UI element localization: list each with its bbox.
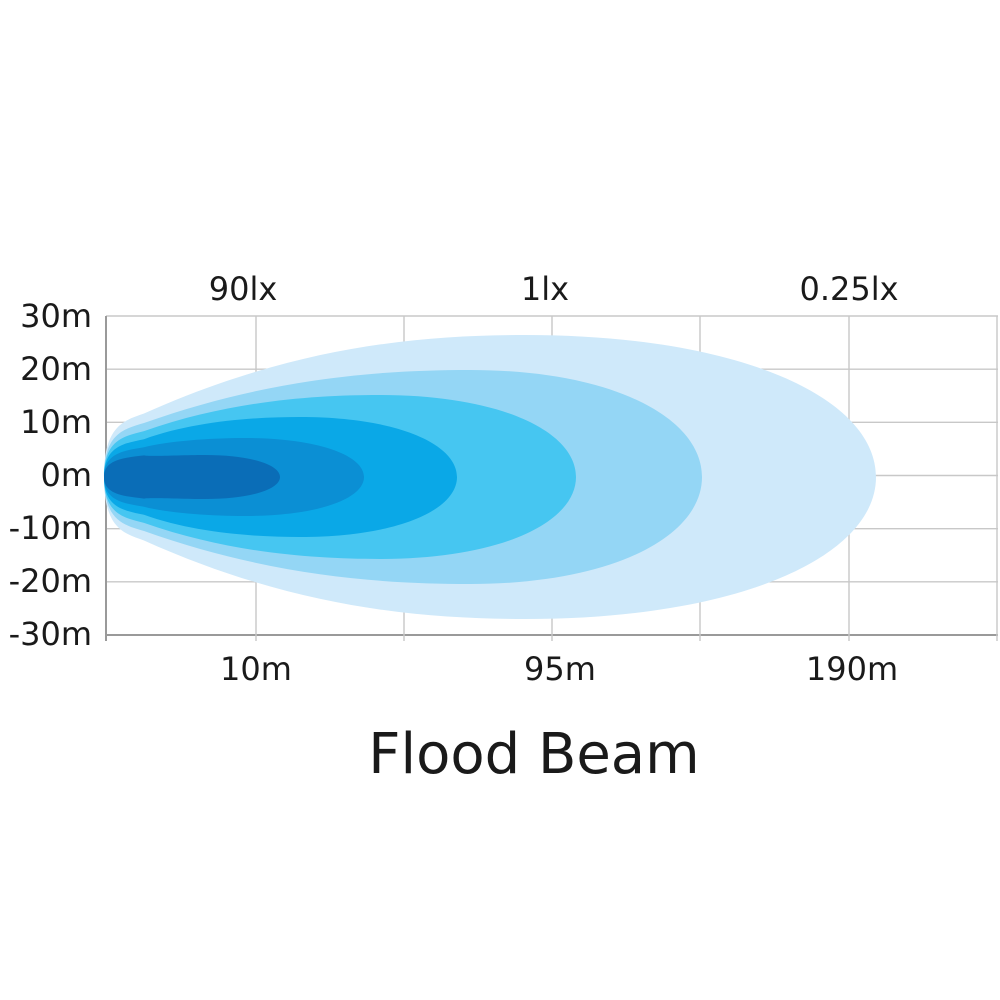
x-tick-label-190m: 190m — [806, 650, 898, 688]
y-tick-label: -10m — [9, 509, 92, 547]
y-tick-label: -20m — [9, 562, 92, 600]
lux-label-1lx: 1lx — [521, 270, 569, 308]
lux-label-90lx: 90lx — [209, 270, 278, 308]
y-tick-label: -30m — [9, 615, 92, 653]
y-tick-label: 0m — [40, 456, 92, 494]
beam-contour-6 — [104, 455, 280, 499]
lux-label-0-25lx: 0.25lx — [799, 270, 898, 308]
beam-contours — [104, 335, 876, 619]
x-tick-label-95m: 95m — [524, 650, 596, 688]
y-tick-label: 10m — [20, 403, 92, 441]
y-tick-label: 30m — [20, 297, 92, 335]
chart-title: Flood Beam — [368, 722, 699, 787]
x-tick-label-10m: 10m — [220, 650, 292, 688]
y-tick-label: 20m — [20, 350, 92, 388]
